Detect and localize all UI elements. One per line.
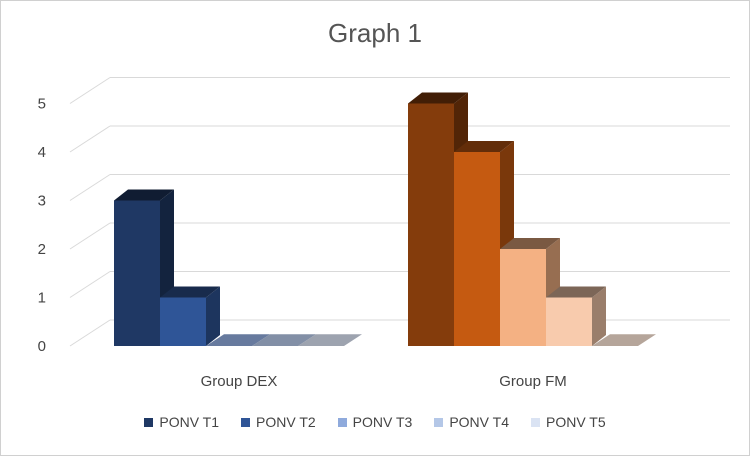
gridline-depth (69, 125, 111, 153)
bar-top (546, 286, 606, 298)
legend-item-t5: PONV T5 (530, 414, 606, 430)
bar-top (114, 189, 174, 201)
legend-swatch-t3 (337, 417, 347, 427)
legend-swatch-t5 (530, 417, 540, 427)
bar (546, 297, 592, 346)
gridline-depth (69, 77, 111, 104)
chart-title: Graph 1 (328, 18, 422, 48)
bar (500, 249, 546, 346)
y-tick-label: 1 (38, 290, 46, 307)
bar-top (160, 286, 220, 298)
legend-label-t2: PONV T2 (256, 414, 316, 430)
bar (408, 103, 454, 346)
y-tick-label: 4 (38, 144, 46, 161)
bar (454, 152, 500, 346)
legend-label-t5: PONV T5 (545, 414, 606, 430)
bar-top (454, 141, 514, 152)
y-tick-label: 0 (38, 338, 46, 355)
y-tick-label: 2 (38, 241, 46, 258)
legend-item-t2: PONV T2 (241, 414, 316, 430)
chart-legend: PONV T1 PONV T2 PONV T3 PONV T4 PONV T5 (0, 414, 750, 430)
legend-swatch-t4 (434, 417, 444, 427)
bar-top (408, 92, 468, 104)
bar-floor (298, 334, 362, 346)
bar-top (500, 238, 560, 249)
bar (160, 297, 206, 346)
legend-item-t1: PONV T1 (144, 414, 219, 430)
legend-item-t3: PONV T3 (337, 414, 413, 430)
legend-label-t3: PONV T3 (352, 414, 413, 430)
gridline-depth (69, 174, 111, 201)
bar-floor (206, 334, 270, 346)
gridline-depth (69, 319, 111, 347)
legend-swatch-t2 (241, 417, 251, 427)
x-tick-label: Group DEX (201, 373, 278, 390)
bar (114, 200, 160, 346)
y-tick-label: 3 (38, 193, 46, 210)
y-tick-label: 5 (38, 96, 46, 113)
legend-label-t4: PONV T4 (449, 414, 509, 430)
bar-side (206, 286, 220, 346)
x-tick-label: Group FM (499, 373, 567, 390)
legend-item-t4: PONV T4 (434, 414, 509, 430)
bar-floor (592, 334, 656, 346)
legend-label-t1: PONV T1 (159, 414, 220, 430)
gridline-depth (69, 222, 111, 250)
bar-floor (252, 334, 316, 346)
legend-swatch-t1 (144, 417, 154, 427)
bar-side (592, 286, 606, 346)
gridline-depth (69, 271, 111, 298)
